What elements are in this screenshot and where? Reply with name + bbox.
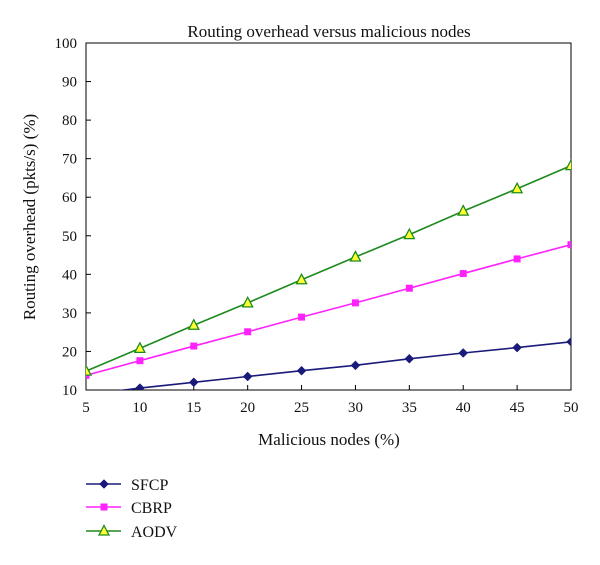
x-tick-label: 40	[456, 400, 471, 416]
y-tick-label: 40	[62, 267, 77, 283]
y-axis: 10 20 30 40 50 60 70 80 90 100	[55, 36, 91, 399]
x-tick-label: 25	[294, 400, 309, 416]
legend-marker	[99, 479, 109, 489]
y-axis-label: Routing overhead (pkts/s) (%)	[20, 114, 39, 320]
y-tick-label: 60	[62, 190, 77, 206]
plot-frame	[85, 42, 572, 391]
series-cbrp	[86, 241, 571, 379]
y-tick-label: 70	[62, 152, 77, 168]
x-tick-label: 5	[82, 400, 90, 416]
data-point-sfcp	[188, 377, 199, 388]
series-line-cbrp	[86, 243, 571, 377]
legend-label: CBRP	[131, 500, 172, 517]
data-point-aodv	[511, 181, 524, 194]
data-point-aodv	[187, 318, 200, 330]
legend-item-sfcp: SFCP	[86, 477, 168, 494]
data-point-aodv	[133, 341, 146, 354]
data-point-aodv	[403, 227, 416, 240]
data-point-sfcp	[566, 336, 571, 347]
plot-area	[85, 42, 572, 391]
data-point-cbrp	[190, 342, 198, 350]
series-sfcp	[86, 336, 571, 390]
y-tick-label: 30	[62, 306, 77, 322]
data-point-cbrp	[405, 284, 413, 292]
x-tick-label: 10	[132, 400, 147, 416]
series-line-sfcp	[117, 341, 571, 390]
legend-label: SFCP	[131, 477, 168, 494]
x-axis-label: Malicious nodes (%)	[258, 430, 400, 449]
legend-marker	[100, 503, 108, 511]
data-point-sfcp	[458, 348, 469, 358]
data-point-aodv	[564, 158, 571, 171]
y-tick-label: 20	[62, 344, 77, 360]
data-point-aodv	[241, 295, 254, 308]
data-point-aodv	[349, 250, 362, 262]
data-point-cbrp	[298, 313, 306, 321]
y-tick-label: 80	[62, 113, 77, 129]
data-point-sfcp	[512, 342, 522, 353]
data-point-cbrp	[351, 299, 359, 307]
data-point-aodv	[457, 204, 470, 216]
x-tick-label: 15	[186, 400, 201, 416]
data-point-cbrp	[136, 357, 144, 365]
chart-title: Routing overhead versus malicious nodes	[187, 22, 470, 41]
x-axis: 5 10 15 20 25 30 35 40 45 50	[82, 385, 579, 416]
data-point-sfcp	[86, 389, 87, 390]
legend-item-cbrp: CBRP	[86, 500, 172, 517]
x-tick-label: 20	[240, 400, 255, 416]
series-line-aodv	[86, 164, 571, 372]
data-point-sfcp	[135, 383, 145, 390]
legend-label: AODV	[131, 524, 178, 541]
y-tick-label: 90	[62, 75, 77, 91]
y-tick-label: 50	[62, 229, 77, 245]
y-tick-label: 10	[62, 383, 77, 399]
data-point-sfcp	[404, 353, 415, 364]
data-point-cbrp	[459, 270, 467, 278]
legend: SFCP CBRP AODV	[86, 477, 178, 541]
x-tick-label: 45	[510, 400, 525, 416]
data-point-cbrp	[567, 241, 571, 249]
data-point-sfcp	[296, 365, 307, 376]
series-layer	[86, 158, 571, 390]
x-tick-label: 30	[348, 400, 363, 416]
data-point-aodv	[86, 364, 93, 376]
data-point-sfcp	[242, 371, 253, 382]
y-tick-label: 100	[55, 36, 78, 52]
legend-item-aodv: AODV	[86, 524, 178, 541]
data-point-cbrp	[244, 328, 252, 336]
x-tick-label: 35	[402, 400, 417, 416]
x-tick-label: 50	[564, 400, 579, 416]
data-point-aodv	[295, 272, 308, 285]
data-point-sfcp	[350, 360, 361, 371]
series-aodv	[86, 158, 571, 376]
data-point-cbrp	[513, 255, 521, 263]
legend-marker	[97, 524, 111, 536]
